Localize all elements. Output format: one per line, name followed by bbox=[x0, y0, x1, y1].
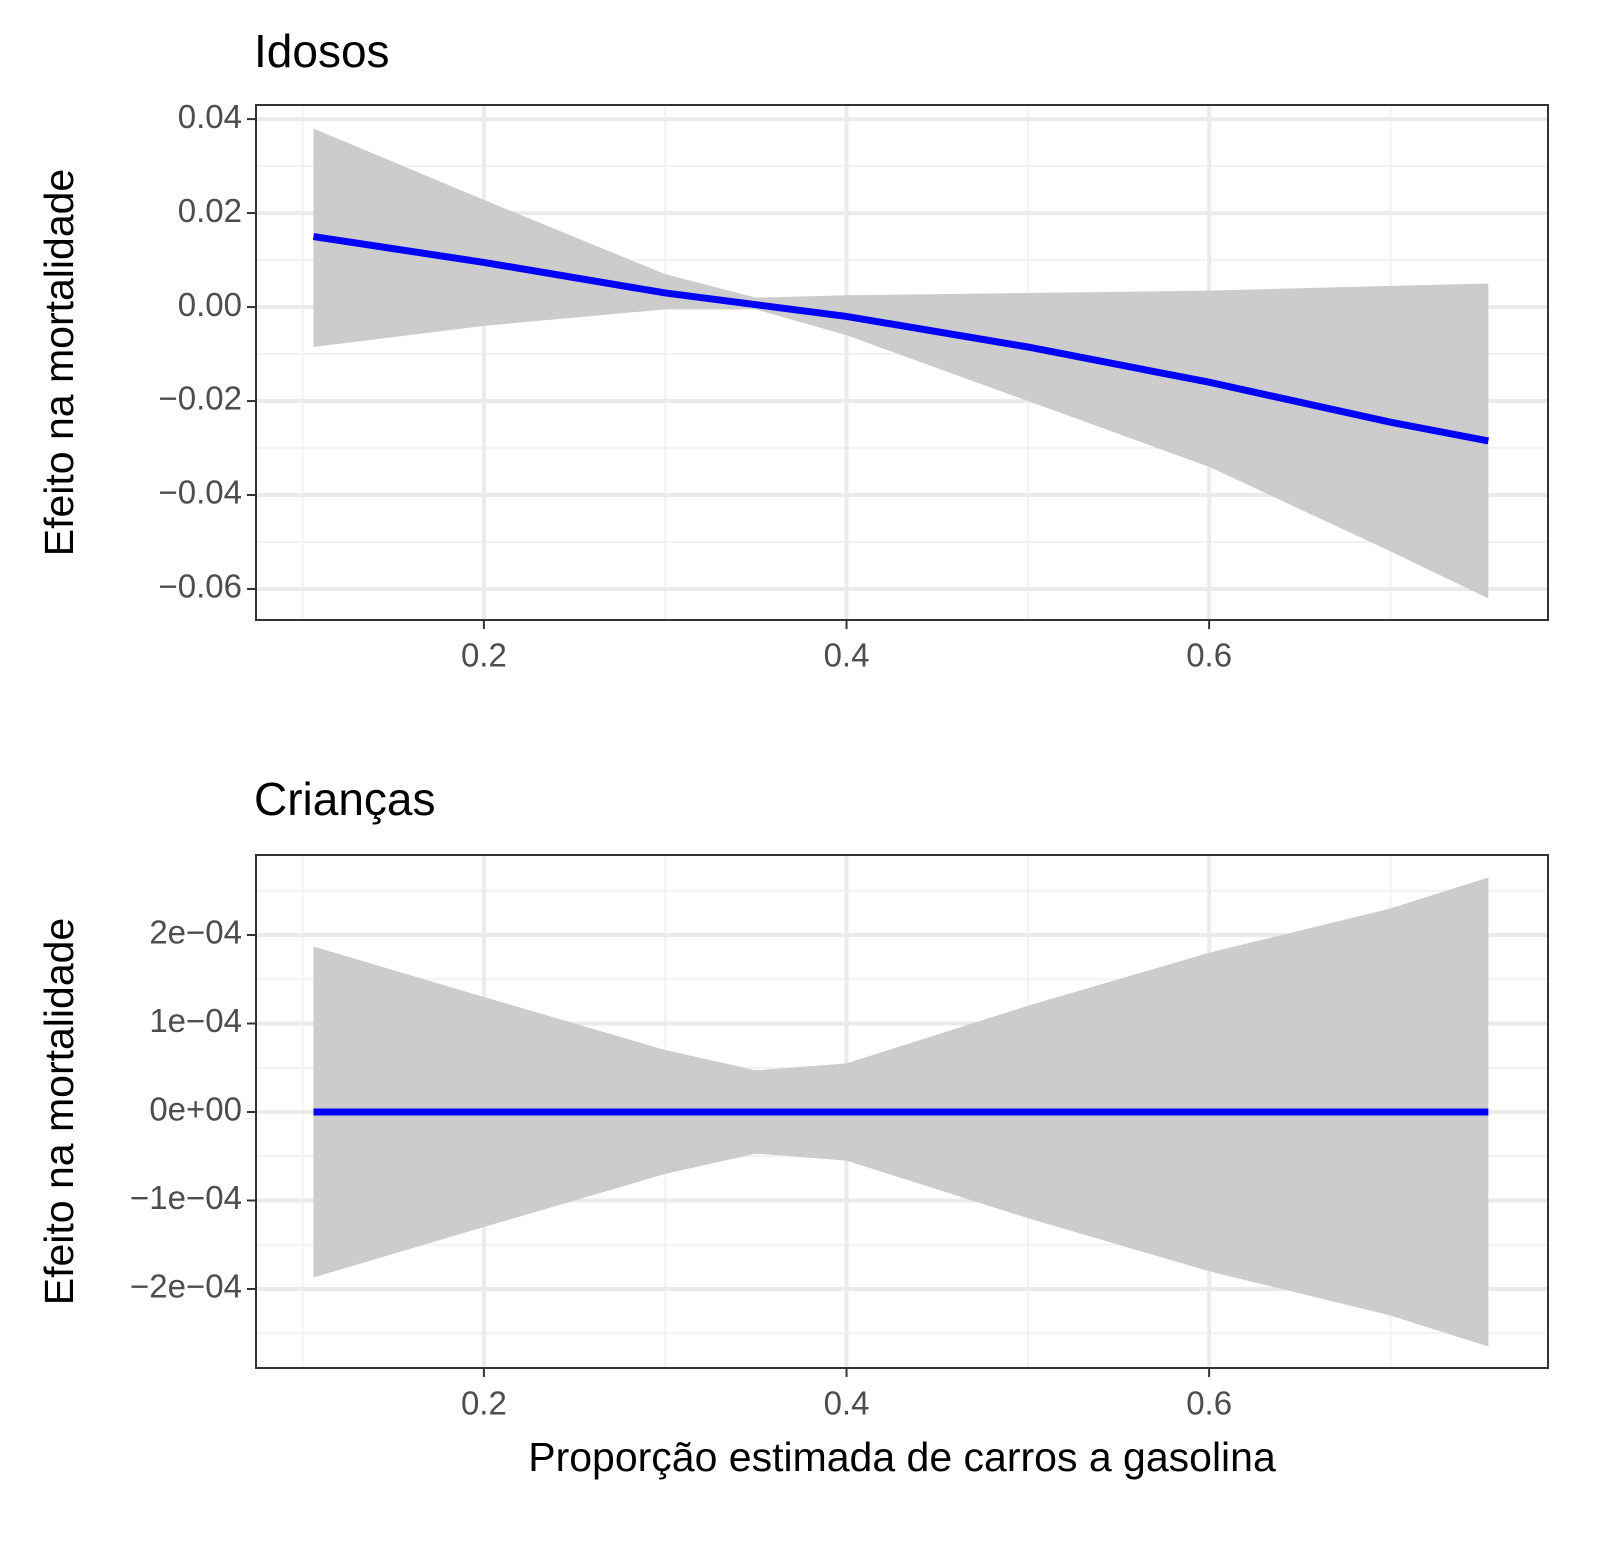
y-tick-label: −0.06 bbox=[159, 568, 243, 605]
plot-border bbox=[255, 854, 1549, 1369]
plot-border bbox=[255, 104, 1549, 621]
y-tick-label: −1e−04 bbox=[130, 1179, 242, 1216]
y-tick-label: 0.02 bbox=[178, 192, 242, 229]
chart-title: Crianças bbox=[254, 773, 436, 825]
y-axis-title: Efeito na mortalidade bbox=[36, 169, 82, 556]
x-tick-label: 0.2 bbox=[461, 1385, 507, 1422]
y-axis-title: Efeito na mortalidade bbox=[36, 918, 82, 1305]
x-tick-label: 0.6 bbox=[1186, 637, 1232, 674]
x-tick-label: 0.6 bbox=[1186, 1385, 1232, 1422]
y-tick-label: 0.04 bbox=[178, 98, 242, 135]
y-tick-label: 2e−04 bbox=[149, 914, 242, 951]
x-tick-label: 0.4 bbox=[824, 637, 870, 674]
x-tick-label: 0.2 bbox=[461, 637, 507, 674]
y-tick-label: 0.00 bbox=[178, 286, 242, 323]
y-tick-label: 0e+00 bbox=[149, 1091, 242, 1128]
trend-line bbox=[312, 233, 1490, 445]
y-tick-label: −2e−04 bbox=[130, 1268, 242, 1305]
y-tick-label: 1e−04 bbox=[149, 1002, 242, 1039]
chart-title: Idosos bbox=[254, 25, 390, 77]
x-tick-label: 0.4 bbox=[824, 1385, 870, 1422]
x-axis-title: Proporção estimada de carros a gasolina bbox=[528, 1434, 1276, 1480]
y-tick-label: −0.04 bbox=[159, 474, 243, 511]
y-tick-label: −0.02 bbox=[159, 380, 243, 417]
confidence-band bbox=[313, 128, 1489, 599]
